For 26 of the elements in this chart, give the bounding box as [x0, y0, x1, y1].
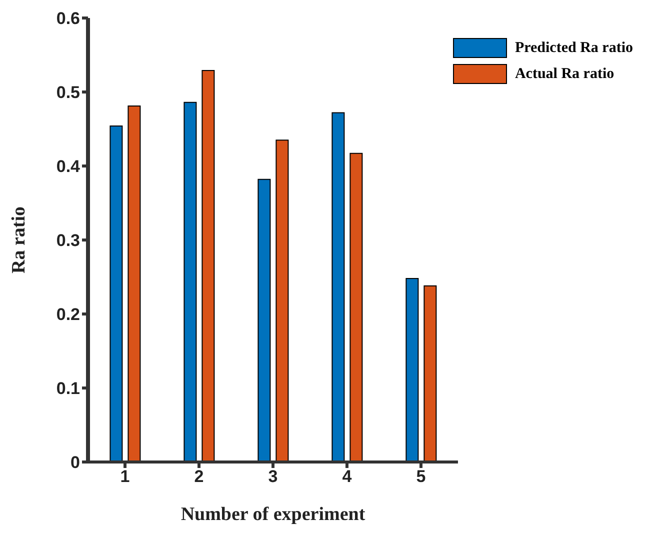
y-axis-title: Ra ratio — [8, 206, 30, 274]
bar — [258, 178, 271, 462]
y-tick-label: 0.4 — [56, 157, 81, 176]
x-tick-label: 3 — [268, 467, 278, 486]
x-tick-label: 2 — [194, 467, 204, 486]
y-tick-label: 0.5 — [56, 83, 80, 102]
bar — [276, 140, 289, 462]
bar — [332, 112, 345, 462]
y-tick-label: 0 — [70, 453, 80, 472]
x-tick-label: 1 — [120, 467, 130, 486]
bar — [202, 70, 215, 462]
legend-label: Actual Ra ratio — [514, 66, 614, 82]
x-axis-title: Number of experiment — [180, 504, 366, 525]
x-tick-label: 4 — [342, 467, 352, 486]
bar — [406, 278, 419, 462]
legend-label: Predicted Ra ratio — [514, 40, 633, 56]
bar — [128, 106, 141, 462]
bar — [184, 102, 197, 462]
x-tick-label: 5 — [416, 467, 426, 486]
bar — [350, 152, 363, 462]
y-tick-label: 0.3 — [56, 231, 80, 250]
y-tick-label: 0.2 — [56, 305, 80, 324]
y-tick-label: 0.6 — [56, 9, 80, 28]
bar — [424, 285, 437, 462]
bar — [110, 126, 123, 462]
y-tick-label: 0.1 — [56, 379, 80, 398]
